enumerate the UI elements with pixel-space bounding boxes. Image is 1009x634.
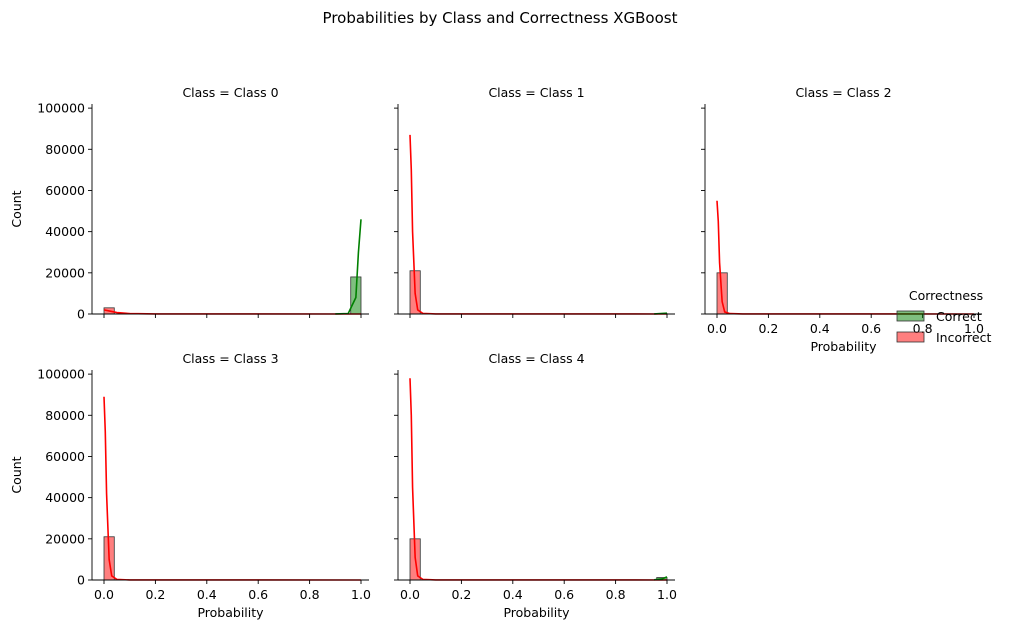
y-tick-label: 20000 <box>45 265 85 280</box>
facet-title: Class = Class 3 <box>182 351 278 366</box>
y-tick-label: 0 <box>77 307 85 322</box>
y-axis-label: Count <box>9 190 24 227</box>
x-tick-label: 1.0 <box>657 587 677 602</box>
legend-swatch <box>896 331 925 343</box>
x-tick-label: 0.2 <box>758 321 778 336</box>
x-tick-label: 0.8 <box>606 587 626 602</box>
facet-panel: Class = Class 20.0 0.2 0.4 0.6 0.8 1.0Probabi… <box>701 85 984 354</box>
x-tick-label: 0.4 <box>197 587 217 602</box>
x-tick-label: 0.0 <box>400 587 420 602</box>
x-tick-label: 1.0 <box>351 587 371 602</box>
x-tick-label: 0.4 <box>503 587 523 602</box>
y-tick-label: 60000 <box>45 449 85 464</box>
y-tick-label: 80000 <box>45 408 85 423</box>
kde-line <box>409 378 668 581</box>
x-axis-label: Probability <box>810 339 877 354</box>
facet-title: Class = Class 2 <box>795 85 891 100</box>
x-tick-label: 0.6 <box>554 587 574 602</box>
facet-panel: Class = Class 0 0 20000 40000 60000 80000 1000… <box>9 85 369 322</box>
legend-swatch <box>896 310 925 322</box>
facet-panel: Class = Class 3 0 20000 40000 60000 80000 1000… <box>9 351 371 620</box>
facet-title: Class = Class 0 <box>182 85 278 100</box>
x-tick-label: 0.2 <box>145 587 165 602</box>
x-axis-label: Probability <box>503 605 570 620</box>
facet-grid: Class = Class 0 0 20000 40000 60000 80000 1000… <box>9 85 984 620</box>
x-tick-label: 0.0 <box>94 587 114 602</box>
y-tick-label: 0 <box>77 573 85 588</box>
y-axis-label: Count <box>9 456 24 493</box>
facet-title: Class = Class 1 <box>488 85 584 100</box>
kde-line <box>654 576 668 581</box>
kde-line <box>103 309 362 315</box>
kde-line <box>103 396 362 581</box>
y-tick-label: 80000 <box>45 142 85 157</box>
x-tick-label: 0.8 <box>300 587 320 602</box>
y-tick-label: 60000 <box>45 183 85 198</box>
x-axis-label: Probability <box>197 605 264 620</box>
x-tick-label: 0.4 <box>810 321 830 336</box>
x-tick-label: 0.6 <box>248 587 268 602</box>
x-tick-label: 1.0 <box>964 321 984 336</box>
facet-title: Class = Class 4 <box>488 351 584 366</box>
x-tick-label: 0.2 <box>451 587 471 602</box>
figure-title: Probabilities by Class and Correctness X… <box>323 9 678 27</box>
legend-title: Correctness <box>909 288 983 303</box>
legend-entry-label: Correct <box>936 309 982 324</box>
y-tick-label: 40000 <box>45 490 85 505</box>
x-tick-label: 0.0 <box>707 321 727 336</box>
legend: Correctness Correct Incorrect <box>896 288 991 345</box>
y-tick-label: 40000 <box>45 224 85 239</box>
y-tick-label: 100000 <box>37 101 85 116</box>
y-tick-label: 100000 <box>37 367 85 382</box>
facet-panel: Class = Class 4 0.0 0.2 0.4 0.6 0.8 1.0 Probabi… <box>394 351 677 620</box>
y-tick-label: 20000 <box>45 531 85 546</box>
x-tick-label: 0.6 <box>861 321 881 336</box>
facet-panel: Class = Class 1 <box>394 85 675 318</box>
kde-line <box>409 134 668 315</box>
legend-entry-label: Incorrect <box>936 330 991 345</box>
